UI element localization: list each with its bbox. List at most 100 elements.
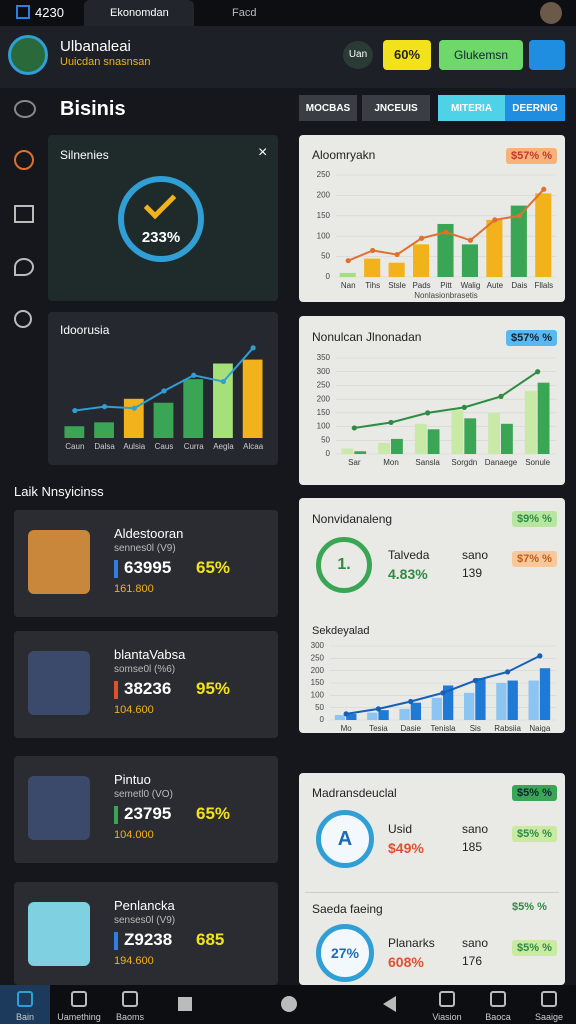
point [191, 372, 197, 378]
bar [341, 448, 354, 454]
point [425, 410, 431, 416]
logo [8, 35, 48, 75]
tab-label[interactable]: Facd [232, 7, 257, 19]
item-subtitle: somse0l (%6) [114, 664, 176, 675]
badge: $5% % [512, 901, 547, 913]
nav-icon[interactable] [71, 991, 87, 1007]
chart: 0 50 100 150 200 250 300 Mo Tesia Dasie Tenisla Sis… [311, 641, 556, 732]
x-tick-label: Curra [184, 442, 205, 451]
chart-title: Sekdeyalad [312, 625, 370, 637]
nav-label[interactable]: Viasion [432, 1012, 462, 1022]
card-title: Idoorusia [60, 323, 110, 337]
ring: 27% [316, 924, 374, 982]
badge: $7% % [512, 551, 557, 567]
x-tick-label: Pads [412, 281, 430, 290]
nav-label[interactable]: Uamething [57, 1012, 101, 1022]
sidebar-icon[interactable] [14, 150, 34, 170]
bar [242, 359, 263, 438]
system-home[interactable] [281, 996, 297, 1012]
bar [414, 423, 427, 454]
sidebar-icon[interactable] [14, 205, 34, 223]
app-subtitle: Uuicdan snasnsan [60, 56, 151, 68]
item-title: Aldestooran [114, 526, 184, 541]
x-tick-label: Dalsa [94, 442, 115, 451]
system-back[interactable] [383, 996, 396, 1012]
x-tick-label: Aute [487, 281, 504, 290]
y-tick-label: 250 [317, 381, 331, 390]
y-tick-label: 50 [321, 435, 330, 444]
nav-label[interactable]: Baoca [485, 1012, 511, 1022]
bar [334, 715, 346, 720]
y-tick-label: 150 [311, 678, 325, 687]
bar [501, 423, 513, 454]
y-tick-label: 350 [317, 353, 331, 362]
section-title: Bisinis [60, 98, 126, 120]
sidebar-icon[interactable] [14, 258, 34, 276]
point [418, 235, 425, 241]
row-title: Saeda faeing [312, 902, 383, 916]
point [343, 711, 349, 717]
y-tick-label: 0 [320, 715, 325, 724]
y-tick-label: 50 [321, 252, 330, 261]
ring: A [316, 810, 374, 868]
tab[interactable]: MOCBAS [299, 95, 357, 121]
card-title: Madransdeuclal [312, 786, 397, 800]
nav-icon[interactable] [122, 991, 138, 1007]
point [220, 378, 227, 385]
browser-tab[interactable] [84, 0, 194, 26]
bar [388, 262, 405, 277]
bar [354, 451, 367, 454]
bar [399, 708, 410, 720]
bar [461, 244, 478, 277]
bar [524, 390, 537, 454]
item-sub-value: 104.000 [114, 829, 154, 841]
nav-label[interactable]: Baoms [115, 1012, 144, 1022]
x-tick-label: Walig [461, 281, 481, 290]
clock: 4230 [35, 5, 64, 20]
item-marker [114, 681, 118, 699]
nav-icon[interactable] [541, 991, 557, 1007]
tab[interactable]: DEERNIG [505, 95, 565, 121]
point [440, 690, 446, 696]
nav-icon[interactable] [490, 991, 506, 1007]
x-tick-label: Dasie [400, 724, 421, 732]
divider [305, 892, 559, 893]
nav-label[interactable]: Bain [15, 1012, 34, 1022]
percent-button[interactable]: 60% [383, 40, 431, 70]
badge: $9% % [512, 511, 557, 527]
item-icon [28, 902, 90, 966]
bar [64, 426, 85, 438]
tab[interactable]: MITERIA [438, 95, 505, 121]
nav-label[interactable]: Saaige [534, 1012, 564, 1022]
message-button[interactable] [529, 40, 565, 70]
search-icon[interactable] [14, 310, 32, 328]
bar [451, 410, 464, 454]
chip[interactable]: Uan [343, 41, 373, 69]
app-title: Ulbanaleai [60, 38, 131, 55]
nav-icon[interactable] [17, 991, 33, 1007]
tab[interactable]: JNCEUIS [362, 95, 430, 121]
bar [475, 678, 486, 720]
bar [510, 205, 527, 277]
x-tick-label: Danaege [485, 458, 518, 467]
avatar[interactable] [540, 2, 562, 24]
item-icon [28, 651, 90, 715]
x-tick-label: Pitt [440, 281, 452, 290]
bar [339, 272, 356, 277]
point [504, 669, 511, 675]
bar [463, 692, 475, 720]
system-recent[interactable] [178, 997, 192, 1011]
x-tick-label: Nan [341, 281, 356, 290]
nav-icon[interactable] [439, 991, 455, 1007]
badge: $5% % [512, 785, 557, 801]
close-icon[interactable]: × [258, 144, 268, 161]
sidebar-icon[interactable] [14, 100, 36, 118]
gauge-value: 233% [141, 229, 181, 246]
point [394, 251, 400, 258]
x-tick-label: Aulsia [123, 442, 145, 451]
point [250, 345, 256, 351]
item-value: 38236 [124, 679, 172, 698]
count-label: sano [462, 822, 489, 836]
ring: 1. [316, 537, 372, 593]
action-button[interactable]: Glukemsn [439, 40, 523, 70]
